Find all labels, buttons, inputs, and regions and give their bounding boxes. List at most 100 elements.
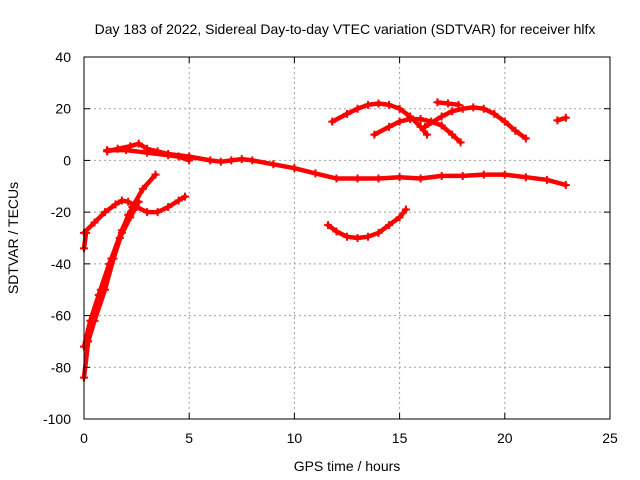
chart-title: Day 183 of 2022, Sidereal Day-to-day VTE… <box>95 21 596 37</box>
data-point <box>561 113 570 122</box>
data-point <box>180 192 189 201</box>
data-point <box>117 196 126 205</box>
x-tick-label: 0 <box>80 430 88 446</box>
data-point <box>101 208 110 217</box>
data-point <box>103 146 112 155</box>
data-point <box>458 171 467 180</box>
data-point <box>343 232 351 241</box>
data-point <box>437 171 446 180</box>
data-point <box>227 156 236 165</box>
data-point <box>422 130 431 139</box>
data-point <box>248 156 257 165</box>
data-point <box>553 116 562 125</box>
data-point <box>443 99 452 108</box>
data-point <box>134 139 143 148</box>
data-point <box>521 173 530 182</box>
data-point <box>153 208 162 217</box>
data-point <box>416 174 425 183</box>
data-point <box>521 134 530 143</box>
data-point <box>164 151 173 160</box>
data-point <box>420 122 429 131</box>
data-point <box>395 117 404 126</box>
data-point <box>269 160 278 169</box>
data-point <box>511 126 520 135</box>
data-point <box>185 156 194 165</box>
data-point <box>328 117 337 126</box>
data-point <box>124 197 133 206</box>
y-tick-label: -100 <box>43 411 71 427</box>
data-point <box>448 107 457 116</box>
data-point <box>96 285 105 294</box>
x-tick-label: 15 <box>392 430 408 446</box>
data-point <box>343 109 351 118</box>
data-point <box>143 148 152 157</box>
series-line-hump-1 <box>330 101 430 137</box>
data-point <box>395 173 404 182</box>
data-point <box>206 156 215 165</box>
data-point <box>174 152 183 161</box>
y-tick-label: -20 <box>51 204 71 220</box>
y-tick-label: -60 <box>51 308 71 324</box>
data-point <box>332 227 341 236</box>
data-point <box>324 221 333 230</box>
x-tick-label: 5 <box>185 430 193 446</box>
data-point <box>374 228 383 237</box>
data-point <box>385 100 394 109</box>
y-tick-label: 20 <box>55 101 71 117</box>
x-axis-label: GPS time / hours <box>294 458 401 474</box>
plot-frame <box>83 56 611 420</box>
data-point <box>561 180 570 189</box>
data-point <box>290 164 299 173</box>
data-point <box>332 174 341 183</box>
data-point <box>174 196 183 205</box>
data-point <box>151 170 160 179</box>
data-point <box>111 200 120 209</box>
series-line-main-band <box>104 141 569 188</box>
data-point <box>364 232 373 241</box>
data-point <box>448 130 457 139</box>
data-point <box>353 104 362 113</box>
data-point <box>469 103 478 112</box>
series-line-hump-3 <box>422 105 529 141</box>
data-point <box>395 104 404 113</box>
data-point <box>490 109 499 118</box>
data-point <box>117 226 126 235</box>
data-point <box>364 100 373 109</box>
data-point <box>456 138 465 147</box>
data-point <box>479 170 488 179</box>
data-point <box>385 221 394 230</box>
data-point <box>437 121 446 130</box>
data-point <box>458 104 467 113</box>
data-point <box>401 205 410 214</box>
data-point <box>128 202 137 211</box>
data-point <box>437 112 446 121</box>
data-point <box>107 254 116 263</box>
data-point <box>385 122 394 131</box>
y-tick-label: 0 <box>63 152 71 168</box>
data-point <box>311 169 320 178</box>
data-point <box>143 208 152 217</box>
grid <box>84 57 610 419</box>
data-point <box>82 228 91 237</box>
x-tick-label: 10 <box>287 430 303 446</box>
data-point <box>86 324 95 333</box>
data-point <box>416 115 425 124</box>
axes: 0 5 10 15 20 25 40 20 0 -20 -40 -60 -80 -100 <box>43 49 618 446</box>
data-point <box>395 213 404 222</box>
data-point <box>479 104 488 113</box>
data-point <box>454 100 463 109</box>
data-point <box>164 202 173 211</box>
data-point <box>374 99 383 108</box>
data-point <box>138 184 147 193</box>
y-tick-label: -80 <box>51 359 71 375</box>
y-tick-label: -40 <box>51 256 71 272</box>
data-point <box>370 130 379 139</box>
data-point <box>90 218 99 227</box>
x-tick-label: 20 <box>497 430 513 446</box>
data-point <box>353 234 362 242</box>
y-axis-label: SDTVAR / TECUs <box>5 182 21 294</box>
data-point <box>122 146 131 155</box>
x-tick-label: 25 <box>602 430 618 446</box>
